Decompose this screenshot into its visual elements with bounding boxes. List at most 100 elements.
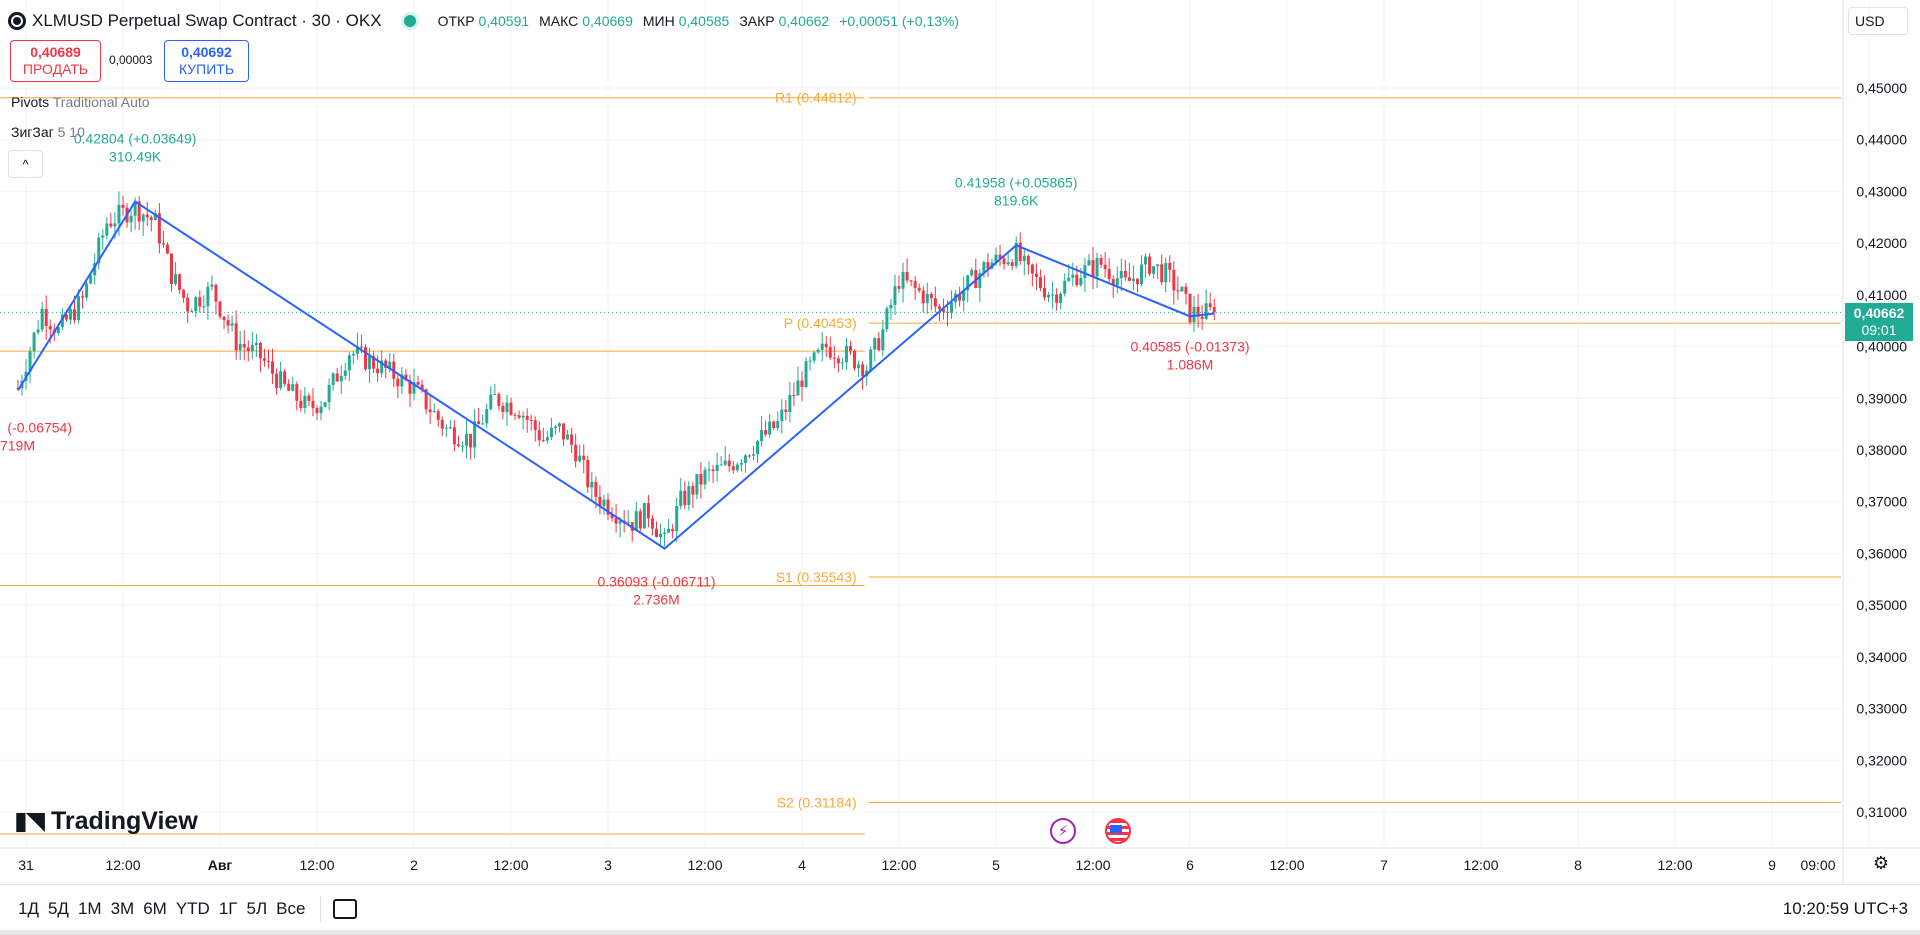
candle-body [796, 380, 800, 396]
timeframe-button[interactable]: 5Д [47, 899, 69, 918]
bottom-toolbar: 1Д 5Д 1М 3М 6М YTD 1Г 5Л Все 10:20:59 UTC+3 [0, 884, 1920, 933]
time-axis-label: 12:00 [687, 857, 722, 873]
zigzag-indicator-legend[interactable]: ЗигЗаг 5 10 [11, 124, 85, 140]
time-axis: 31 12:00 Авг 12:00 2 12:00 3 12:00 4 12:00 5 12:00 6… [18, 857, 1836, 873]
candle-body [970, 270, 974, 276]
market-open-icon [403, 15, 416, 27]
candle-body [339, 375, 343, 382]
time-axis-label: 12:00 [1269, 857, 1304, 873]
candlesticks [0, 191, 1843, 548]
ohlc-values: ОТКР 0,40591 МАКС 0,40669 МИН 0,40585 ЗАКР 0… [438, 13, 966, 29]
candle-body [1030, 264, 1034, 274]
candle-body [32, 332, 36, 352]
pivot-label: S1 (0.35543) [776, 569, 857, 585]
collapse-legend-button[interactable]: ^ [8, 150, 43, 178]
us-flag-event-icon[interactable] [1105, 818, 1131, 844]
pivot-label: R1 (0.44812) [775, 90, 857, 106]
timeframe-button[interactable]: 5Л [246, 899, 268, 918]
timeframe-button[interactable]: 1Д [18, 899, 39, 918]
candle-body [295, 384, 299, 401]
candle-body [586, 459, 590, 488]
candle-body [161, 243, 165, 245]
candle-body [1131, 278, 1135, 281]
candle-body [404, 374, 408, 381]
currency-selector[interactable]: USD [1848, 7, 1908, 35]
currency-label: USD [1855, 13, 1885, 29]
footer-strip [0, 930, 1920, 935]
candle-body [1014, 242, 1018, 266]
price-axis-label: 0,44000 [1856, 132, 1907, 148]
symbol-title[interactable]: XLMUSD Perpetual Swap Contract · 30 · OK… [32, 11, 382, 30]
candle-body [485, 409, 489, 424]
price-axis-label: 0,34000 [1856, 649, 1907, 665]
candle-body [606, 499, 610, 515]
candle-body [105, 223, 109, 236]
candle-body [1123, 270, 1127, 278]
candle-body [1010, 262, 1014, 266]
candle-body [812, 352, 816, 361]
pivots-name: Pivots [11, 94, 50, 110]
buy-label: КУПИТЬ [178, 61, 235, 77]
candle-body [679, 490, 683, 507]
candle-body [388, 361, 392, 368]
timeframe-button[interactable]: YTD [175, 899, 210, 918]
settings-gear-icon[interactable]: ⚙ [1872, 852, 1890, 873]
candle-body [198, 297, 202, 307]
tradingview-logo[interactable]: ▮◥ TradingView [14, 806, 198, 836]
candle-body [958, 293, 962, 301]
candle-body [16, 387, 20, 389]
candle-body [671, 528, 675, 532]
candle-body [788, 395, 792, 413]
toolbar-divider [320, 896, 322, 922]
candle-body [517, 415, 521, 418]
tradingview-mark-icon: ▮◥ [14, 807, 45, 835]
candle-body [756, 441, 760, 455]
date-range-icon[interactable] [333, 899, 358, 919]
sell-button[interactable]: 0,40689 ПРОДАТЬ [10, 40, 101, 82]
time-axis-label: 4 [798, 857, 806, 873]
candle-body [873, 338, 877, 350]
candle-body [85, 283, 89, 298]
timeframe-button[interactable]: 3М [110, 899, 135, 918]
candle-body [1196, 306, 1200, 317]
candle-body [258, 342, 262, 359]
candle-body [174, 274, 178, 284]
timeframe-button[interactable]: 1М [77, 899, 102, 918]
flash-event-icon[interactable]: ⚡ [1050, 818, 1076, 844]
timeframe-button[interactable]: 6М [143, 899, 167, 918]
candle-body [1168, 263, 1172, 270]
buy-button[interactable]: 0,40692 КУПИТЬ [164, 40, 249, 82]
candle-body [202, 306, 206, 308]
candle-body [691, 486, 695, 495]
candle-body [319, 406, 323, 414]
candle-body [994, 254, 998, 263]
candle-body [48, 326, 52, 330]
open-label: ОТКР [437, 13, 475, 29]
candle-body [889, 304, 893, 309]
candle-body [832, 357, 836, 359]
candle-body [149, 217, 153, 221]
candle-body [275, 373, 279, 389]
candle-body [1071, 274, 1075, 278]
candle-body [489, 394, 493, 410]
candle-body [1192, 306, 1196, 323]
candle-body [1107, 269, 1111, 280]
zigzag-indicator: 0.42804 (+0.03649) 310.49K 0.36093 (-0.067… [0, 131, 1250, 608]
timeframe-button[interactable]: Все [276, 899, 306, 918]
candle-body [1156, 264, 1160, 267]
candle-body [893, 286, 897, 305]
candle-body [792, 395, 796, 397]
timeframe-button[interactable]: 1Г [218, 899, 238, 918]
candle-body [234, 323, 238, 351]
clock[interactable]: 10:20:59 UTC+3 [1782, 899, 1908, 918]
candle-body [1091, 260, 1095, 277]
candle-body [703, 469, 707, 485]
candle-body [655, 528, 658, 538]
candle-body [1188, 293, 1192, 323]
zigzag-params: 5 10 [57, 124, 85, 140]
candle-body [760, 430, 764, 442]
candle-body [40, 308, 44, 330]
candle-body [1055, 294, 1059, 303]
pivots-indicator-legend[interactable]: Pivots Traditional Auto [11, 94, 150, 110]
